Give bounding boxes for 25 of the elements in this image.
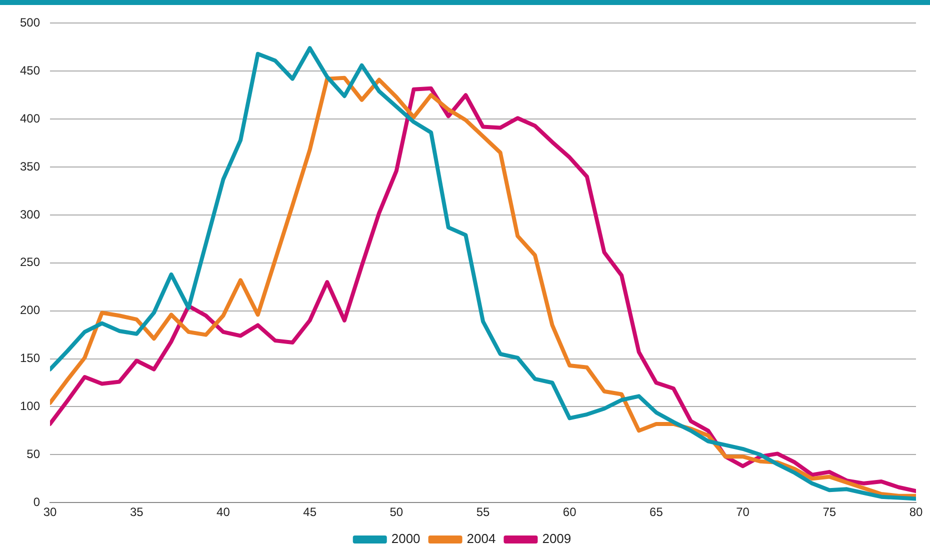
- x-tick-label: 80: [909, 505, 923, 520]
- y-tick-label: 300: [20, 207, 40, 222]
- x-tick-label: 35: [130, 505, 144, 520]
- y-tick-label: 150: [20, 351, 40, 366]
- y-tick-label: 0: [33, 494, 40, 509]
- x-tick-label: 50: [390, 505, 404, 520]
- y-tick-label: 500: [20, 16, 40, 30]
- y-tick-label: 250: [20, 255, 40, 270]
- x-tick-label: 45: [303, 505, 317, 520]
- y-tick-label: 400: [20, 111, 40, 126]
- x-tick-label: 55: [476, 505, 490, 520]
- x-tick-label: 65: [650, 505, 664, 520]
- legend-label: 2009: [542, 531, 572, 546]
- y-tick-label: 350: [20, 159, 40, 174]
- legend-label: 2004: [466, 531, 496, 546]
- x-tick-label: 60: [562, 505, 577, 520]
- x-tick-label: 75: [822, 505, 836, 520]
- x-tick-label: 40: [216, 505, 230, 520]
- y-tick-label: 100: [20, 399, 40, 414]
- x-tick-label: 30: [43, 505, 58, 520]
- y-tick-label: 200: [20, 303, 40, 318]
- x-tick-label: 70: [736, 505, 750, 520]
- y-tick-label: 50: [26, 446, 40, 461]
- y-tick-label: 450: [20, 63, 40, 78]
- legend-label: 2000: [391, 531, 420, 546]
